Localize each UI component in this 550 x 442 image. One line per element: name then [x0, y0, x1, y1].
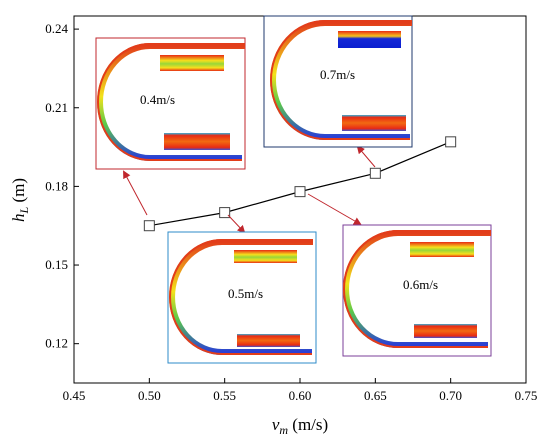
inset-0.4: 0.4m/s	[95, 37, 246, 170]
inset-0.7-flow-bend	[270, 20, 412, 140]
inset-0.6-flow-bend	[343, 230, 491, 348]
inset-0.6-top-slab	[410, 242, 474, 257]
y-tick-label-2: 0.18	[45, 178, 68, 193]
x-tick-label-0: 0.45	[63, 388, 86, 403]
y-tick-label-3: 0.21	[45, 100, 68, 115]
y-tick-labels: 0.12 0.15 0.18 0.21 0.24	[45, 21, 68, 351]
y-axis-label: hL (m)	[9, 178, 31, 222]
inset-0.6-bottom-slab	[414, 324, 477, 338]
inset-0.6-label: 0.6m/s	[403, 277, 438, 292]
x-tick-label-1: 0.50	[138, 388, 161, 403]
series-points	[143, 136, 457, 232]
arrow-to-inset-0.6	[307, 193, 362, 225]
y-tick-label-4: 0.24	[45, 21, 68, 36]
inset-0.5-bottom-slab	[237, 334, 300, 347]
data-point-1	[219, 207, 231, 219]
data-point-0	[143, 220, 155, 232]
inset-0.5-flow-bend	[169, 239, 313, 355]
arrow-to-inset-0.7	[356, 145, 376, 168]
inset-0.5-top-slab	[234, 250, 297, 263]
arrow-to-inset-0.5	[227, 214, 246, 234]
inset-0.7-top-slab	[338, 31, 401, 48]
inset-0.4-bottom-slab	[164, 133, 230, 150]
x-tick-label-2: 0.55	[213, 388, 236, 403]
arrow-to-inset-0.4	[123, 170, 148, 216]
data-point-2	[294, 186, 306, 198]
inset-0.4-flow-bend	[97, 43, 245, 161]
inset-0.5: 0.5m/s	[167, 231, 317, 364]
inset-0.6: 0.6m/s	[342, 224, 492, 357]
x-tick-label-6: 0.75	[515, 388, 538, 403]
x-tick-labels: 0.45 0.50 0.55 0.60 0.65 0.70 0.75	[63, 388, 538, 403]
x-axis-label: vm (m/s)	[272, 415, 328, 437]
data-point-3	[369, 167, 381, 179]
inset-0.7-label: 0.7m/s	[320, 67, 355, 82]
inset-0.7-bottom-slab	[342, 115, 406, 131]
inset-0.7: 0.7m/s	[263, 15, 413, 148]
y-tick-label-0: 0.12	[45, 336, 68, 351]
data-point-4	[445, 136, 457, 148]
axis-ticks	[73, 28, 527, 383]
inset-0.5-label: 0.5m/s	[228, 286, 263, 301]
y-tick-label-1: 0.15	[45, 257, 68, 272]
inset-0.4-top-slab	[160, 55, 224, 71]
inset-arrows	[123, 145, 376, 234]
x-tick-label-3: 0.60	[289, 388, 312, 403]
inset-0.4-label: 0.4m/s	[140, 92, 175, 107]
x-tick-label-5: 0.70	[439, 388, 462, 403]
x-tick-label-4: 0.65	[364, 388, 387, 403]
